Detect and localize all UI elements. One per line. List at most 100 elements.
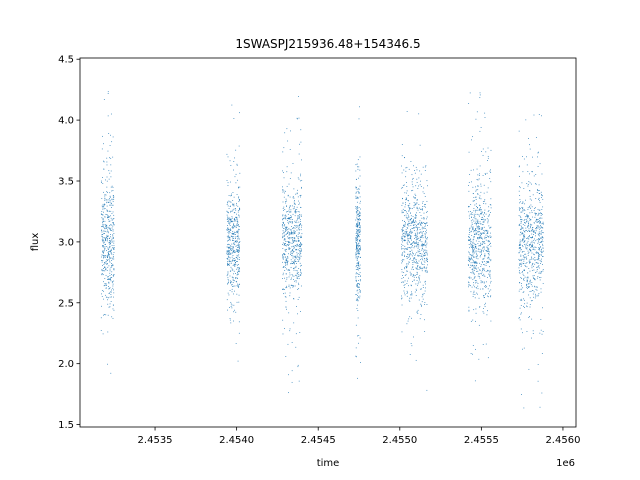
- data-point: [230, 205, 231, 207]
- data-point: [538, 151, 539, 153]
- data-point: [420, 224, 422, 226]
- data-point: [477, 189, 479, 191]
- data-point: [542, 243, 544, 245]
- data-point: [232, 239, 233, 241]
- data-point: [412, 177, 414, 179]
- data-point: [108, 297, 109, 299]
- data-point: [234, 264, 236, 266]
- data-point: [100, 317, 102, 319]
- data-point: [409, 232, 411, 234]
- data-point: [482, 344, 484, 345]
- data-point: [481, 261, 483, 262]
- data-point: [230, 245, 232, 247]
- data-point: [412, 242, 413, 244]
- data-point: [470, 211, 471, 212]
- data-point: [107, 278, 109, 280]
- data-point: [405, 248, 407, 250]
- data-point: [236, 216, 238, 218]
- data-point: [528, 286, 530, 288]
- data-point: [483, 264, 484, 265]
- data-point: [103, 281, 104, 283]
- data-point: [293, 226, 295, 228]
- data-point: [490, 320, 492, 322]
- data-point: [291, 262, 292, 264]
- data-point: [284, 224, 286, 226]
- data-point: [540, 221, 541, 223]
- data-point: [292, 251, 294, 253]
- data-point: [481, 281, 483, 283]
- data-point: [525, 227, 527, 229]
- data-point: [408, 241, 410, 243]
- data-point: [226, 258, 228, 259]
- data-point: [414, 217, 416, 219]
- data-point: [237, 179, 239, 181]
- data-point: [406, 217, 408, 219]
- data-point: [479, 256, 481, 258]
- data-point: [406, 235, 408, 236]
- data-point: [411, 294, 413, 296]
- data-point: [481, 233, 483, 235]
- data-point: [110, 236, 111, 238]
- data-point: [426, 180, 428, 182]
- data-point: [405, 211, 407, 213]
- data-point: [355, 170, 357, 172]
- data-point: [538, 214, 540, 216]
- data-point: [112, 229, 114, 231]
- data-point: [542, 236, 543, 238]
- data-point: [482, 228, 484, 229]
- data-point: [294, 285, 296, 287]
- data-point: [418, 281, 420, 283]
- data-point: [239, 208, 240, 210]
- data-point: [412, 242, 414, 244]
- data-point: [420, 209, 422, 210]
- data-point: [486, 246, 488, 248]
- data-point: [235, 343, 237, 344]
- data-point: [416, 245, 418, 247]
- data-point: [411, 231, 413, 233]
- data-point: [107, 238, 108, 240]
- data-point: [233, 285, 235, 287]
- data-point: [357, 229, 358, 231]
- data-point: [238, 187, 240, 189]
- data-point: [411, 181, 413, 183]
- data-point: [485, 265, 487, 266]
- data-point: [233, 279, 234, 281]
- data-point: [230, 322, 232, 324]
- data-point: [112, 136, 114, 138]
- data-point: [283, 196, 285, 198]
- data-point: [288, 208, 290, 210]
- data-point: [103, 252, 104, 254]
- data-point: [357, 255, 359, 257]
- data-point: [532, 290, 534, 291]
- data-point: [228, 246, 230, 248]
- data-point: [530, 247, 532, 248]
- data-point: [531, 237, 532, 239]
- data-point: [415, 216, 417, 218]
- data-point: [529, 248, 530, 250]
- data-point: [541, 173, 543, 175]
- data-point: [415, 215, 417, 216]
- data-point: [299, 244, 301, 246]
- data-point: [282, 189, 284, 190]
- y-axis: 1.52.02.53.03.54.04.5: [58, 55, 80, 431]
- data-point: [480, 242, 481, 244]
- data-point: [413, 218, 414, 220]
- data-point: [426, 216, 428, 218]
- data-point: [479, 173, 480, 175]
- data-point: [537, 239, 539, 241]
- data-point: [468, 286, 469, 288]
- data-point: [295, 249, 297, 251]
- data-point: [111, 213, 113, 215]
- data-point: [478, 175, 480, 176]
- data-point: [489, 275, 491, 277]
- data-point: [538, 232, 540, 234]
- data-point: [109, 306, 111, 308]
- data-point: [239, 207, 240, 209]
- data-point: [101, 236, 103, 237]
- data-point: [355, 195, 357, 197]
- data-point: [534, 242, 535, 244]
- data-point: [521, 203, 523, 204]
- data-point: [103, 251, 104, 253]
- data-point: [531, 183, 532, 185]
